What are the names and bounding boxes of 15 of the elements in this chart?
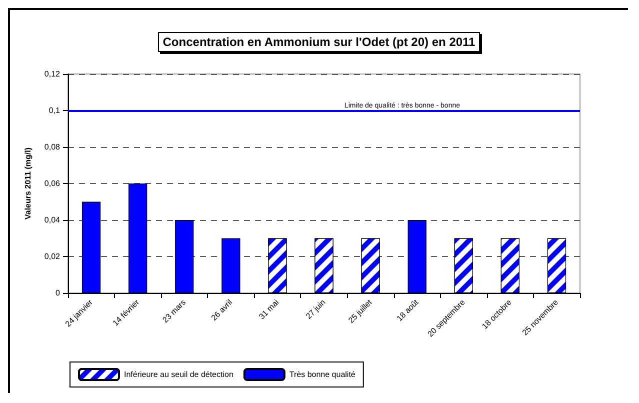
x-tick-label: 31 mai <box>257 298 281 322</box>
y-tick-label: 0,08 <box>44 142 61 152</box>
y-tick-label: 0,1 <box>48 106 61 115</box>
y-axis-title: Valeurs 2011 (mg/l) <box>24 147 32 220</box>
y-tick-label: 0,02 <box>44 252 61 261</box>
x-tick-label: 27 juin <box>304 298 328 321</box>
x-tick-label: 26 avril <box>210 298 234 322</box>
y-tick-label: 0 <box>56 288 61 298</box>
legend-label: Inférieure au seuil de détection <box>124 370 234 379</box>
legend-label: Très bonne qualité <box>289 370 356 379</box>
y-tick-label: 0,04 <box>44 216 61 224</box>
y-tick-label: 0,06 <box>44 179 61 188</box>
chart-title: Concentration en Ammonium sur l'Odet (pt 20) en 2011 <box>162 35 476 49</box>
y-tick-label: 0,12 <box>44 70 61 78</box>
x-tick-label: 18 août <box>395 297 421 324</box>
